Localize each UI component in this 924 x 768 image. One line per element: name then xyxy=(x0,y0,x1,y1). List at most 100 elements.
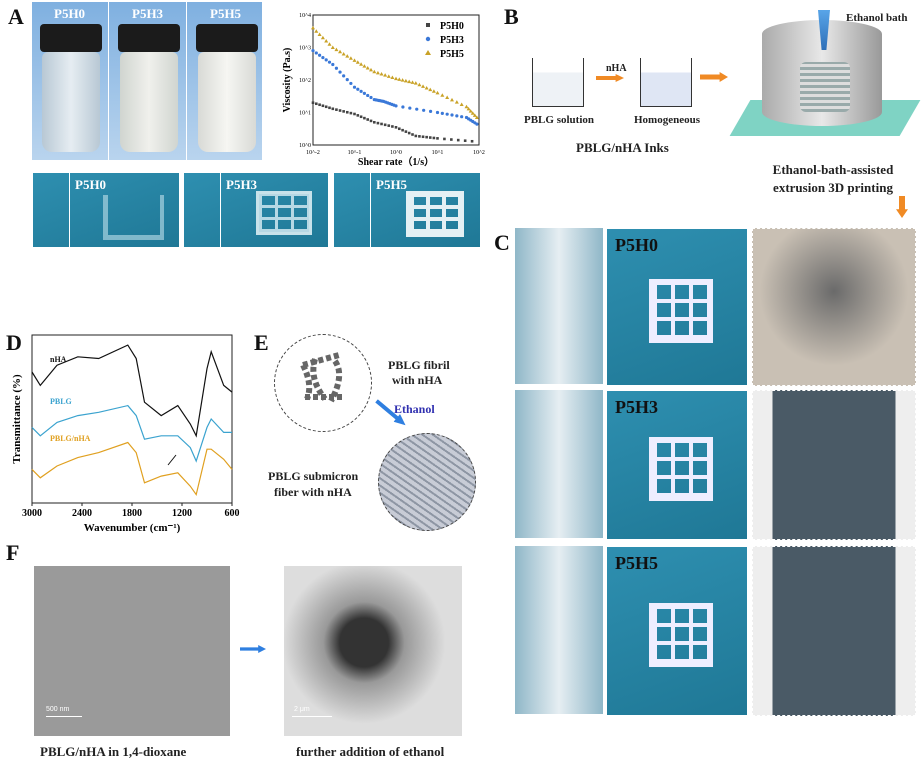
data-point xyxy=(349,81,353,86)
data-point xyxy=(342,74,346,78)
print-photo-p5h3: P5H3 xyxy=(183,172,329,248)
data-point xyxy=(375,70,380,75)
x-axis-label: Shear rate（1/s） xyxy=(358,155,434,168)
spectrum-line xyxy=(31,344,233,438)
vial-photo xyxy=(515,390,603,538)
data-point xyxy=(414,134,418,138)
data-point xyxy=(413,81,418,85)
ethanol-label: Ethanol xyxy=(394,402,435,416)
nha-label: nHA xyxy=(606,63,627,74)
data-point xyxy=(475,122,479,126)
x-tick-label: 10^2 xyxy=(473,150,485,156)
data-point xyxy=(410,80,415,84)
legend-marker xyxy=(425,36,431,42)
data-point xyxy=(459,102,464,106)
y-axis-label: Transmittance (%) xyxy=(11,374,23,464)
beaker1-label: PBLG solution xyxy=(524,114,594,126)
x-tick-label: 3000 xyxy=(22,508,42,519)
row-label: P5H5 xyxy=(615,553,658,573)
zoom-photo xyxy=(752,228,916,386)
data-point xyxy=(436,137,439,140)
legend-marker xyxy=(426,23,430,27)
right-caption: further addition of ethanol xyxy=(296,744,445,759)
data-point xyxy=(474,115,479,120)
data-point xyxy=(334,66,339,70)
data-point xyxy=(365,65,370,70)
data-point xyxy=(359,115,363,119)
data-point xyxy=(318,103,321,107)
data-point xyxy=(341,51,346,56)
data-point xyxy=(394,104,398,108)
panel-label-d: D xyxy=(6,330,22,355)
data-point xyxy=(314,29,319,33)
vial-label: P5H5 xyxy=(210,6,242,21)
vials-photo: P5H0 P5H3 P5H5 xyxy=(32,2,262,160)
data-point xyxy=(359,62,364,66)
data-point xyxy=(422,108,426,112)
fiber-label-1: PBLG submicron xyxy=(268,469,359,483)
panel-label-c: C xyxy=(494,230,510,255)
legend-label: P5H0 xyxy=(440,21,464,32)
data-point xyxy=(334,47,339,52)
scaffold-photo: P5H3 xyxy=(606,390,748,540)
x-tick-label: 2400 xyxy=(72,508,92,519)
y-tick-label: 10^3 xyxy=(299,46,311,52)
data-point xyxy=(369,67,374,72)
data-point xyxy=(363,116,366,120)
data-point xyxy=(373,120,376,124)
data-point xyxy=(376,121,380,125)
data-point xyxy=(407,131,411,135)
zoom-photo xyxy=(752,390,916,540)
data-point xyxy=(417,82,422,87)
x-tick-label: 10^-1 xyxy=(348,150,362,156)
data-point xyxy=(314,51,318,55)
data-point xyxy=(366,118,370,121)
viscosity-chart: 10^-2 10^-1 10^0 10^1 10^2 10^0 10^1 10^2 10^3 10… xyxy=(282,13,485,168)
data-point xyxy=(372,69,377,74)
data-point xyxy=(369,119,373,123)
data-point xyxy=(345,78,349,82)
tem-image-dioxane: 500 nm xyxy=(34,566,230,736)
data-point xyxy=(401,105,405,109)
data-point xyxy=(445,112,449,116)
print-label: P5H3 xyxy=(226,177,258,192)
data-point xyxy=(342,110,345,113)
data-point xyxy=(464,104,469,109)
data-point xyxy=(321,55,325,60)
data-point xyxy=(466,106,471,111)
data-point xyxy=(403,78,408,83)
print-label: P5H0 xyxy=(75,177,107,192)
annotation-arrow xyxy=(167,454,177,466)
vial-photo xyxy=(515,546,603,714)
data-point xyxy=(331,62,335,67)
x-tick-label: 1800 xyxy=(122,508,142,519)
data-point xyxy=(468,109,473,113)
arrow-icon xyxy=(596,74,624,82)
data-point xyxy=(379,72,384,76)
data-point xyxy=(356,114,360,117)
data-point xyxy=(460,115,464,119)
data-point xyxy=(338,109,342,112)
data-point xyxy=(431,89,436,93)
data-point xyxy=(380,122,383,126)
data-point xyxy=(321,104,325,108)
y-axis-label: Viscosity (Pa.s) xyxy=(282,48,293,113)
spectrum-line xyxy=(31,404,232,463)
tem-image-ethanol: 2 μm xyxy=(284,566,462,736)
data-point xyxy=(435,110,440,115)
print-label: P5H5 xyxy=(376,177,408,192)
data-point xyxy=(349,111,353,115)
data-point xyxy=(445,95,450,100)
printing-label-1: Ethanol-bath-assisted xyxy=(772,162,894,177)
row-label: P5H3 xyxy=(615,397,658,417)
arrow-down-icon xyxy=(896,196,908,218)
data-point xyxy=(404,130,408,133)
ftir-chart: 3000 2400 1800 1200 600 Wavenumber (cm⁻¹) Tran… xyxy=(11,334,240,534)
vial-label: P5H3 xyxy=(132,6,164,21)
data-point xyxy=(472,113,477,117)
data-point xyxy=(435,90,440,95)
data-point xyxy=(348,56,353,60)
data-point xyxy=(369,95,373,100)
data-point xyxy=(327,60,332,64)
